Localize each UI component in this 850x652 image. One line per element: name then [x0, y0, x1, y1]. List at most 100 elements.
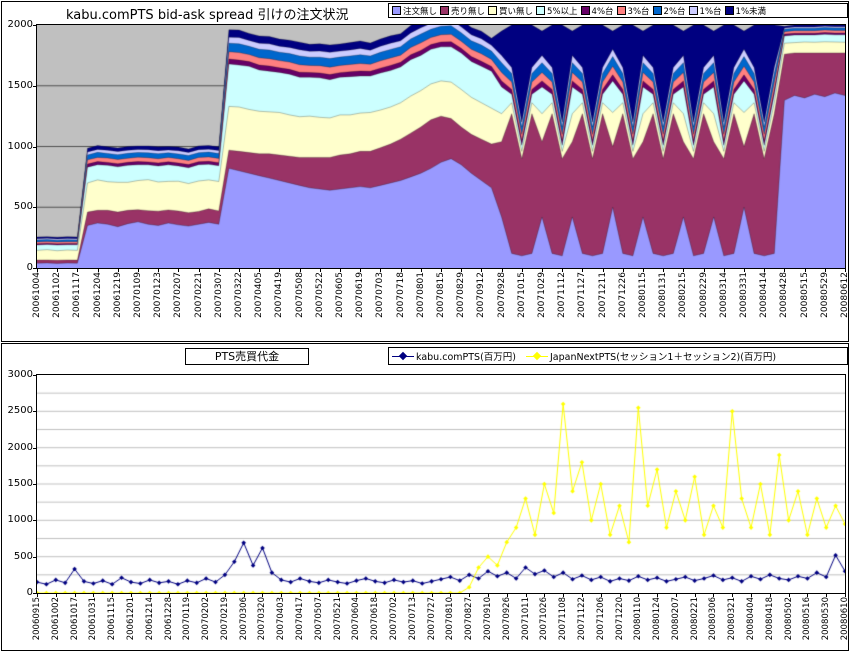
x-axis-label: 20070507 — [313, 597, 324, 641]
x-axis-tick — [582, 594, 583, 597]
x-axis-label: 20070910 — [482, 597, 493, 641]
x-axis-label: 20080115 — [638, 272, 648, 318]
legend-item[interactable]: 5%以上 — [536, 5, 578, 17]
x-axis-label: 20070718 — [395, 272, 406, 318]
legend-item[interactable]: 注文無し — [392, 5, 437, 17]
x-axis-label: 20080428 — [779, 272, 790, 318]
x-axis-label: 20061031 — [88, 597, 99, 641]
x-axis-tick — [845, 594, 846, 597]
x-axis-label: 20080515 — [799, 272, 810, 318]
x-axis-tick — [37, 594, 38, 597]
x-axis-label: 20070604 — [351, 597, 362, 641]
x-axis-tick — [481, 269, 482, 272]
x-axis-label: 20070123 — [153, 272, 164, 318]
x-axis-label: 20080418 — [764, 597, 775, 641]
x-axis-label: 20080207 — [670, 597, 681, 641]
legend-item[interactable]: JapanNextPTS(セッション1＋セッション2)(百万円) — [526, 349, 776, 363]
x-axis-label: 20080502 — [783, 597, 794, 641]
x-axis-label: 20070202 — [201, 597, 212, 641]
x-axis-label: 20070912 — [476, 272, 487, 318]
bottom-chart-legend[interactable]: kabu.comPTS(百万円) JapanNextPTS(セッション1＋セッショ… — [388, 347, 848, 365]
x-axis-tick — [118, 269, 119, 272]
x-axis-label: 20070618 — [370, 597, 381, 641]
x-axis-tick — [845, 269, 846, 272]
x-axis-tick — [394, 594, 395, 597]
x-axis-tick — [75, 594, 76, 597]
x-axis-tick — [262, 594, 263, 597]
x-axis-label: 20080612 — [840, 272, 850, 318]
y-axis-tick — [33, 484, 36, 485]
x-axis-label: 20070207 — [173, 272, 184, 318]
legend-item[interactable]: 1%未満 — [724, 5, 766, 17]
x-axis-label: 20070703 — [375, 272, 386, 318]
x-axis-label: 20071127 — [577, 272, 588, 318]
y-axis-tick — [33, 593, 36, 594]
x-axis-tick — [620, 594, 621, 597]
x-axis-label: 20061228 — [163, 597, 174, 641]
x-axis-tick — [206, 594, 207, 597]
x-axis-label: 20070320 — [257, 597, 268, 641]
x-axis-label: 20080314 — [718, 272, 729, 318]
x-axis-label: 20070307 — [213, 272, 224, 318]
x-axis-label: 20061219 — [112, 272, 123, 318]
y-axis-label: 2500 — [7, 405, 33, 417]
legend-item[interactable]: 1%台 — [688, 5, 722, 17]
x-axis-tick — [826, 594, 827, 597]
x-axis-tick — [93, 594, 94, 597]
legend-item-label: JapanNextPTS(セッション1＋セッション2)(百万円) — [550, 352, 777, 363]
x-axis-label: 20070403 — [276, 597, 287, 641]
legend-item[interactable]: 3%台 — [616, 5, 650, 17]
x-axis-label: 20070713 — [407, 597, 418, 641]
legend-swatch-icon — [440, 6, 450, 15]
top-chart-plot-area[interactable] — [36, 24, 846, 269]
x-axis-tick — [488, 594, 489, 597]
x-axis-tick — [356, 594, 357, 597]
x-axis-label: 20070419 — [274, 272, 285, 318]
x-axis-label: 20080229 — [698, 272, 709, 318]
top-chart-title: kabu.comPTS bid-ask spread 引けの注文状況 — [66, 8, 349, 23]
legend-item[interactable]: 買い無し — [488, 5, 533, 17]
x-axis-tick — [724, 269, 725, 272]
bottom-chart-plot-area[interactable] — [36, 374, 846, 594]
x-axis-label: 20080321 — [727, 597, 738, 641]
x-axis-label: 20071122 — [576, 597, 587, 641]
legend-item-label: kabu.comPTS(百万円) — [416, 352, 516, 363]
x-axis-tick — [98, 269, 99, 272]
legend-item-label: 売り無し — [451, 6, 486, 17]
x-axis-label: 20070322 — [234, 272, 244, 318]
x-axis-tick — [695, 594, 696, 597]
x-axis-tick — [784, 269, 785, 272]
x-axis-tick — [138, 269, 139, 272]
legend-item[interactable]: 売り無し — [440, 5, 485, 17]
x-axis-label: 20080306 — [708, 597, 719, 641]
x-axis-label: 20070417 — [295, 597, 306, 641]
x-axis-tick — [219, 269, 220, 272]
y-axis-tick — [33, 268, 36, 269]
legend-item[interactable]: kabu.comPTS(百万円) — [392, 349, 516, 363]
x-axis-tick — [450, 594, 451, 597]
x-axis-tick — [657, 594, 658, 597]
y-axis-tick — [33, 375, 36, 376]
x-axis-tick — [401, 269, 402, 272]
x-axis-tick — [744, 269, 745, 272]
legend-swatch-icon — [652, 6, 662, 15]
legend-line-marker-icon — [526, 351, 548, 361]
legend-swatch-icon — [536, 6, 546, 15]
x-axis-label: 20071206 — [595, 597, 606, 641]
x-axis-label: 20080530 — [821, 597, 832, 641]
x-axis-label: 20071015 — [516, 272, 527, 318]
legend-item[interactable]: 4%台 — [580, 5, 614, 17]
legend-item[interactable]: 2%台 — [652, 5, 686, 17]
x-axis-label: 20071026 — [539, 597, 550, 641]
x-axis-tick — [683, 269, 684, 272]
top-chart-legend[interactable]: 注文無し 売り無し 買い無し 5%以上 4%台 3%台 2%台 1%台 1%未満 — [388, 3, 848, 18]
legend-swatch-icon — [616, 6, 626, 15]
x-axis-label: 20080529 — [819, 272, 830, 318]
y-axis-label: 2000 — [7, 441, 33, 453]
y-axis-label: 3000 — [7, 369, 33, 380]
y-axis-label: 2000 — [7, 19, 33, 30]
x-axis-label: 20070522 — [314, 272, 325, 318]
x-axis-tick — [825, 269, 826, 272]
x-axis-label: 20070829 — [456, 272, 467, 318]
x-axis-tick — [187, 594, 188, 597]
